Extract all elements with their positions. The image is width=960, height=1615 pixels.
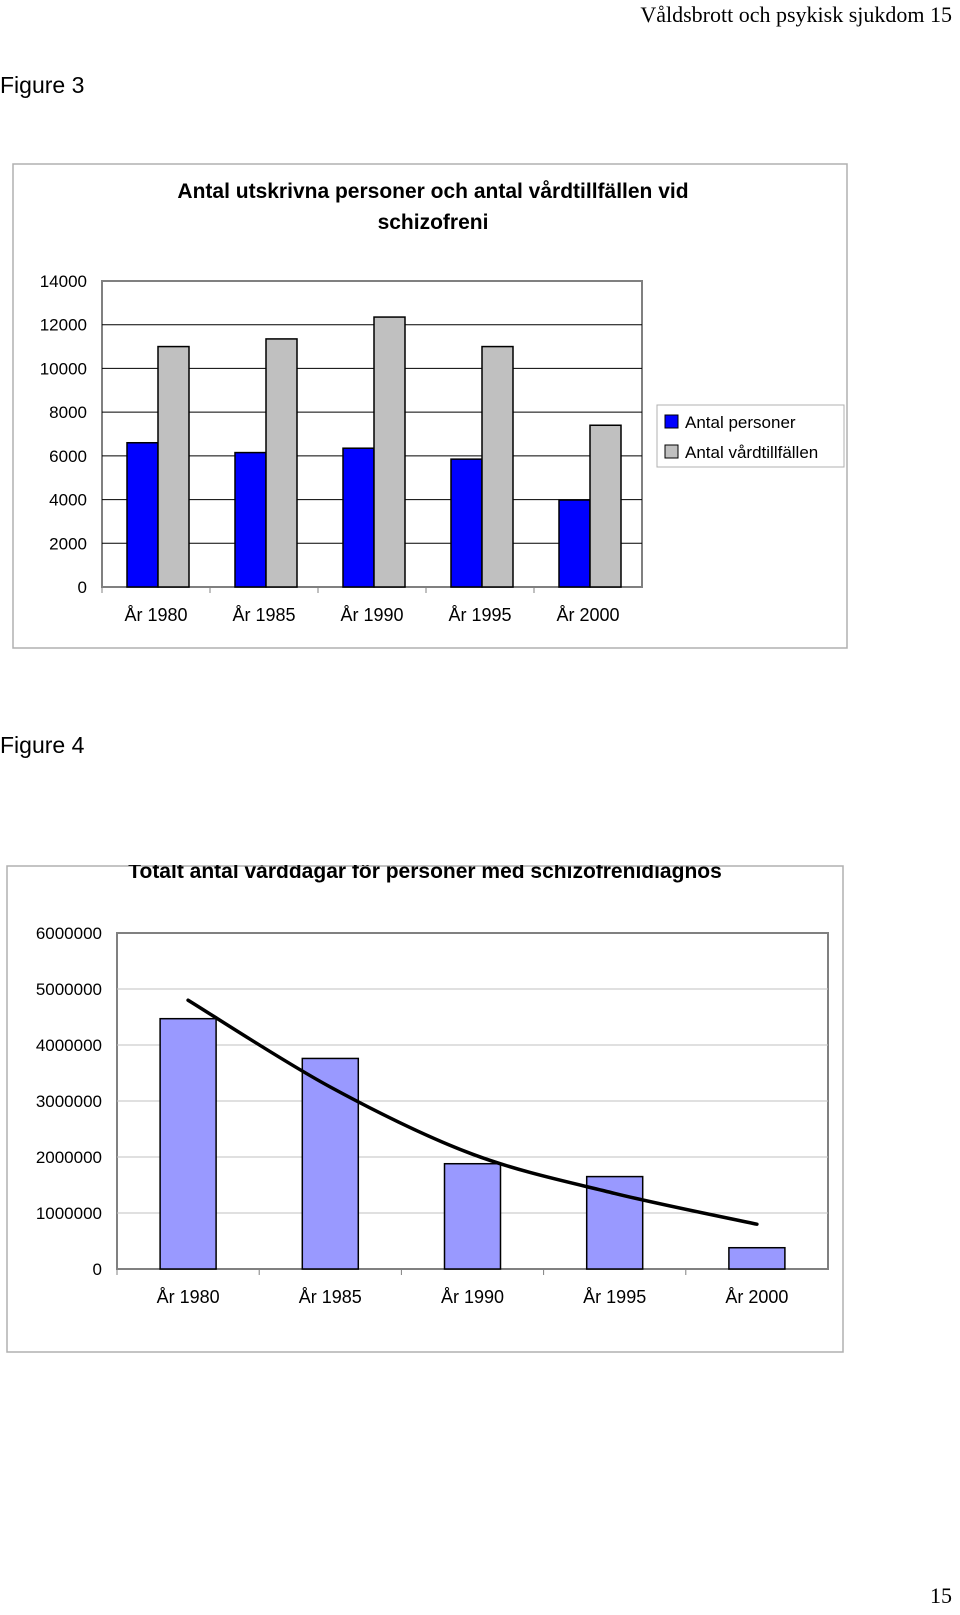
y-tick-label: 8000 [49,403,87,422]
y-tick-label: 4000 [49,491,87,510]
bar [558,499,591,588]
y-tick-label: 0 [78,578,87,597]
y-tick-label: 5000000 [36,980,102,999]
bar [728,1246,786,1270]
page-number: 15 [930,1583,952,1608]
trendline [186,998,759,1226]
x-tick-label: År 1985 [299,1287,362,1307]
chart-varddagar: Totalt antal vårddagar för personer med … [6,865,844,1353]
x-tick-label: År 1995 [583,1287,646,1307]
x-tick-label: År 2000 [556,605,619,625]
y-tick-label: 2000 [49,534,87,553]
bar [157,345,190,588]
x-tick-label: År 1985 [232,605,295,625]
chart-title: schizofreni [378,211,489,234]
bar [589,424,622,588]
x-tick-label: År 1990 [340,605,403,625]
figure-4-label: Figure 4 [0,732,85,758]
y-tick-label: 1000000 [36,1204,102,1223]
bar [234,451,267,588]
y-tick-label: 6000000 [36,924,102,943]
bar [265,338,298,588]
x-tick-label: År 1980 [124,605,187,625]
bar [373,316,406,588]
legend-label: Antal vårdtillfällen [685,443,818,462]
x-tick-label: År 1990 [441,1287,504,1307]
y-tick-label: 0 [93,1260,102,1279]
legend [656,404,845,468]
y-tick-label: 6000 [49,447,87,466]
bar [443,1162,502,1270]
running-header: Våldsbrott och psykisk sjukdom 15 [640,2,952,27]
legend-swatch [664,444,679,459]
chart-title: Antal utskrivna personer och antal vårdt… [177,180,688,203]
figure-3-label: Figure 3 [0,72,85,98]
y-tick-label: 10000 [40,359,87,378]
bar [126,441,159,588]
x-tick-label: År 1995 [448,605,511,625]
y-tick-label: 2000000 [36,1148,102,1167]
bar [159,1017,217,1270]
bar [342,447,375,588]
y-tick-label: 3000000 [36,1092,102,1111]
bar [585,1175,644,1270]
chart-schizofreni-utskrivna: Antal utskrivna personer och antal vårdt… [12,163,848,649]
legend-label: Antal personer [685,413,796,432]
legend-swatch [664,414,679,429]
bar [301,1057,360,1270]
x-tick-label: År 1980 [157,1287,220,1307]
y-tick-label: 14000 [40,272,87,291]
bar [450,458,483,588]
x-tick-label: År 2000 [725,1287,788,1307]
bar [481,345,514,588]
chart-title: Totalt antal vårddagar för personer med … [128,865,722,883]
y-tick-label: 12000 [40,316,87,335]
y-tick-label: 4000000 [36,1036,102,1055]
